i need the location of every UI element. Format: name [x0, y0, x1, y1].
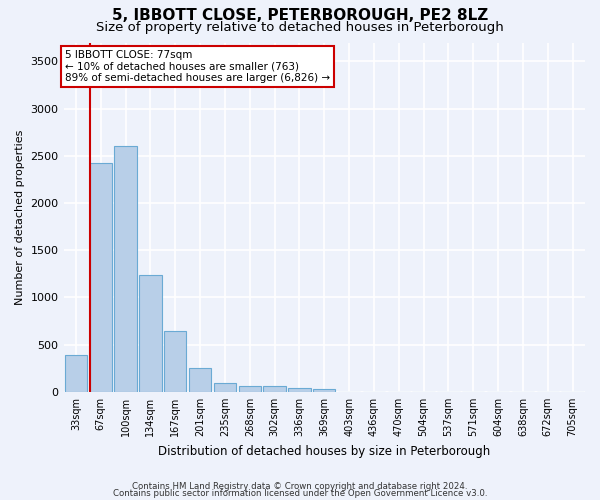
Text: Size of property relative to detached houses in Peterborough: Size of property relative to detached ho… [96, 21, 504, 34]
Text: Contains HM Land Registry data © Crown copyright and database right 2024.: Contains HM Land Registry data © Crown c… [132, 482, 468, 491]
Bar [189, 368, 211, 392]
Bar [139, 275, 161, 392]
Text: 5, IBBOTT CLOSE, PETERBOROUGH, PE2 8LZ: 5, IBBOTT CLOSE, PETERBOROUGH, PE2 8LZ [112, 8, 488, 22]
X-axis label: Distribution of detached houses by size in Peterborough: Distribution of detached houses by size … [158, 444, 490, 458]
Bar [89, 164, 112, 392]
Bar [164, 332, 187, 392]
Bar [239, 386, 261, 392]
Bar [214, 383, 236, 392]
Text: Contains public sector information licensed under the Open Government Licence v3: Contains public sector information licen… [113, 489, 487, 498]
Bar [115, 146, 137, 392]
Y-axis label: Number of detached properties: Number of detached properties [15, 130, 25, 305]
Text: 5 IBBOTT CLOSE: 77sqm
← 10% of detached houses are smaller (763)
89% of semi-det: 5 IBBOTT CLOSE: 77sqm ← 10% of detached … [65, 50, 330, 84]
Bar [263, 386, 286, 392]
Bar [313, 389, 335, 392]
Bar [288, 388, 311, 392]
Bar [65, 355, 87, 392]
